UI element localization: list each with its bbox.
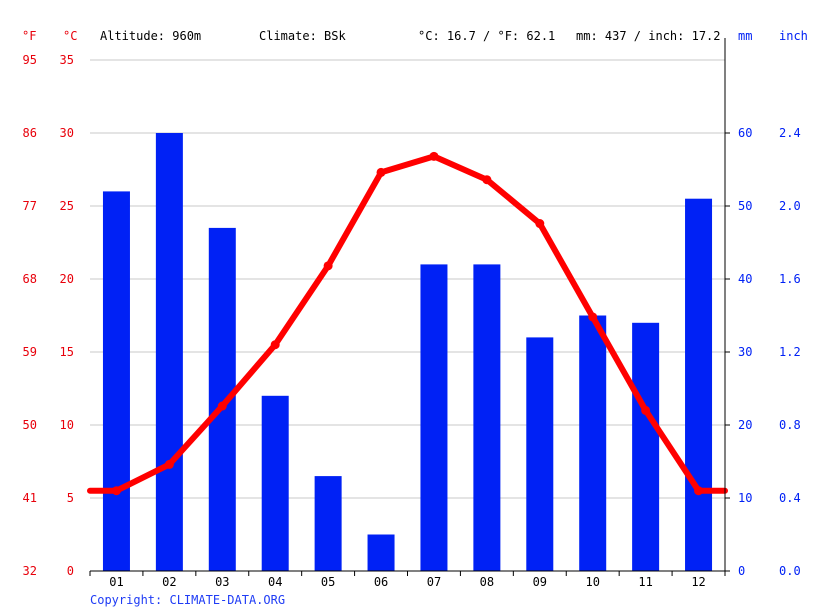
precipitation-bar [526,337,554,571]
mm-tick-label: 0 [738,564,745,578]
celsius-tick-label: 10 [60,418,74,432]
precipitation-bar [579,315,607,571]
temperature-line [87,151,728,496]
month-tick-label: 04 [268,575,282,589]
precipitation-bar [261,395,289,571]
temperature-point [111,486,121,496]
temperature-point [270,340,280,350]
temperature-point [641,405,651,415]
tick-labels: 32 0 41 5 50 10 59 15 68 20 77 25 86 30 95 35 0 0.0 10 0.4 2… [23,53,801,589]
mm-tick-label: 20 [738,418,752,432]
celsius-tick-label: 20 [60,272,74,286]
month-tick-label: 08 [480,575,494,589]
fahrenheit-tick-label: 50 [23,418,37,432]
month-tick-label: 10 [585,575,599,589]
month-tick-label: 09 [533,575,547,589]
temperature-point [217,401,227,411]
fahrenheit-tick-label: 41 [23,491,37,505]
precipitation-bars [102,133,713,571]
precipitation-total-label: mm: 437 / inch: 17.2 [576,29,721,43]
temperature-point [323,261,333,271]
mm-tick-label: 60 [738,126,752,140]
precipitation-bar [473,264,501,571]
celsius-tick-label: 15 [60,345,74,359]
temperature-point [482,175,492,185]
month-tick-label: 03 [215,575,229,589]
month-tick-label: 01 [109,575,123,589]
temperature-point [429,151,439,161]
celsius-tick-label: 35 [60,53,74,67]
precipitation-bar [632,322,660,571]
copyright-link[interactable]: Copyright: CLIMATE-DATA.ORG [90,593,285,607]
fahrenheit-unit-label: °F [22,29,36,43]
inch-tick-label: 1.2 [779,345,801,359]
temperature-point [376,167,386,177]
inch-tick-label: 1.6 [779,272,801,286]
month-tick-label: 06 [374,575,388,589]
temperature-line-path [87,153,728,494]
precipitation-bar [685,198,713,571]
temperature-point [588,312,598,322]
altitude-label: Altitude: 960m [100,29,201,43]
inch-tick-label: 0.4 [779,491,801,505]
gridlines [90,59,725,499]
precipitation-bar [314,476,342,571]
mm-unit-label: mm [738,29,752,43]
fahrenheit-tick-label: 77 [23,199,37,213]
inch-tick-label: 2.4 [779,126,801,140]
inch-tick-label: 2.0 [779,199,801,213]
mm-tick-label: 30 [738,345,752,359]
celsius-tick-label: 25 [60,199,74,213]
temperature-average-label: °C: 16.7 / °F: 62.1 [418,29,555,43]
mm-tick-label: 40 [738,272,752,286]
temperature-point [694,486,704,496]
month-tick-label: 02 [162,575,176,589]
axes [89,38,730,576]
celsius-unit-label: °C [63,29,77,43]
precipitation-bar [155,133,183,571]
precipitation-bar [420,264,448,571]
month-tick-label: 12 [691,575,705,589]
temperature-point [164,459,174,469]
precipitation-bar [102,191,130,571]
precipitation-bar [367,534,395,571]
fahrenheit-tick-label: 86 [23,126,37,140]
climate-label: Climate: BSk [259,29,346,43]
fahrenheit-tick-label: 59 [23,345,37,359]
mm-tick-label: 50 [738,199,752,213]
inch-tick-label: 0.8 [779,418,801,432]
celsius-tick-label: 5 [67,491,74,505]
fahrenheit-tick-label: 32 [23,564,37,578]
fahrenheit-tick-label: 95 [23,53,37,67]
month-tick-label: 05 [321,575,335,589]
mm-tick-label: 10 [738,491,752,505]
celsius-tick-label: 0 [67,564,74,578]
fahrenheit-tick-label: 68 [23,272,37,286]
month-tick-label: 07 [427,575,441,589]
celsius-tick-label: 30 [60,126,74,140]
inch-tick-label: 0.0 [779,564,801,578]
inch-unit-label: inch [779,29,808,43]
temperature-point [535,219,545,229]
month-tick-label: 11 [638,575,652,589]
